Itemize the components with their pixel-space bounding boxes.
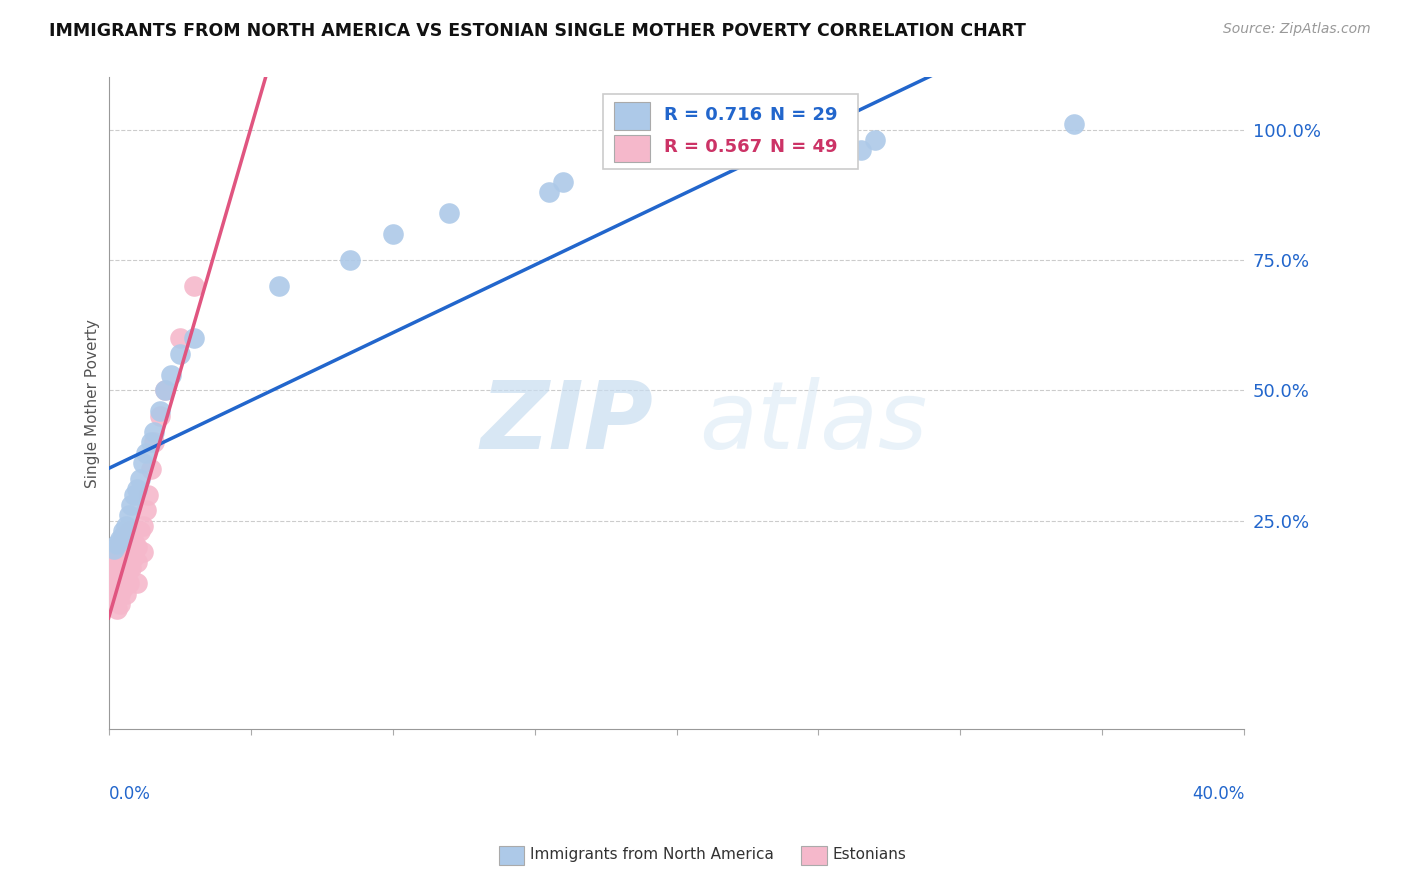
Point [114,587,136,601]
Point [865,133,887,147]
Point [117,524,139,538]
Text: 40.0%: 40.0% [1192,785,1244,803]
Point [125,540,148,554]
Point [135,503,157,517]
Text: Estonians: Estonians [832,847,907,862]
Point [114,534,136,549]
Point [103,542,125,557]
Point [131,545,153,559]
Point [141,435,163,450]
Point [122,534,145,549]
Point [108,587,131,601]
Point [128,472,150,486]
Point [183,279,205,293]
Point [143,435,166,450]
Point [117,560,139,574]
Point [120,529,142,543]
Point [122,487,145,501]
Point [103,582,125,596]
Point [149,404,172,418]
Point [100,555,122,569]
Point [120,545,142,559]
FancyBboxPatch shape [614,135,651,162]
Point [169,331,191,345]
Point [149,409,172,424]
Point [111,582,134,596]
Point [105,602,128,616]
Point [141,461,163,475]
Point [105,537,128,551]
Point [117,508,139,523]
Point [128,524,150,538]
Text: 0.0%: 0.0% [108,785,150,803]
Point [108,540,131,554]
Point [111,524,134,538]
Point [1063,117,1085,131]
Point [183,331,205,345]
Point [108,532,131,546]
FancyBboxPatch shape [603,94,858,169]
Point [108,571,131,585]
Point [111,550,134,565]
Text: R = 0.716: R = 0.716 [664,105,762,124]
Point [143,425,166,439]
Point [105,566,128,580]
Text: N = 49: N = 49 [769,138,837,156]
Point [339,252,361,267]
Point [125,483,148,497]
Point [105,550,128,565]
Text: Immigrants from North America: Immigrants from North America [530,847,773,862]
Point [122,550,145,565]
Point [100,566,122,580]
Point [131,456,153,470]
Point [100,576,122,591]
Point [849,144,872,158]
Point [103,591,125,606]
Point [125,576,148,591]
Point [160,368,183,382]
Point [114,519,136,533]
Point [103,560,125,574]
Text: IMMIGRANTS FROM NORTH AMERICA VS ESTONIAN SINGLE MOTHER POVERTY CORRELATION CHAR: IMMIGRANTS FROM NORTH AMERICA VS ESTONIA… [49,22,1026,40]
Text: R = 0.567: R = 0.567 [664,138,762,156]
Point [155,384,177,398]
Point [131,519,153,533]
FancyBboxPatch shape [614,103,651,129]
Point [117,545,139,559]
Point [108,597,131,611]
Point [138,487,160,501]
Point [120,498,142,512]
Text: N = 29: N = 29 [769,105,837,124]
Point [105,540,128,554]
Point [155,384,177,398]
Point [537,185,560,199]
Point [381,227,404,241]
Y-axis label: Single Mother Poverty: Single Mother Poverty [86,319,100,488]
Point [103,571,125,585]
Point [111,566,134,580]
Point [105,576,128,591]
Point [169,347,191,361]
Point [439,206,461,220]
Point [114,571,136,585]
Text: atlas: atlas [699,377,928,468]
Point [111,529,134,543]
Text: Source: ZipAtlas.com: Source: ZipAtlas.com [1223,22,1371,37]
Point [114,555,136,569]
Point [117,576,139,591]
Point [111,529,134,543]
Point [551,175,574,189]
Point [267,279,290,293]
Point [108,555,131,569]
Point [120,560,142,574]
Point [125,555,148,569]
Text: ZIP: ZIP [481,377,654,469]
Point [105,591,128,606]
Point [135,446,157,460]
